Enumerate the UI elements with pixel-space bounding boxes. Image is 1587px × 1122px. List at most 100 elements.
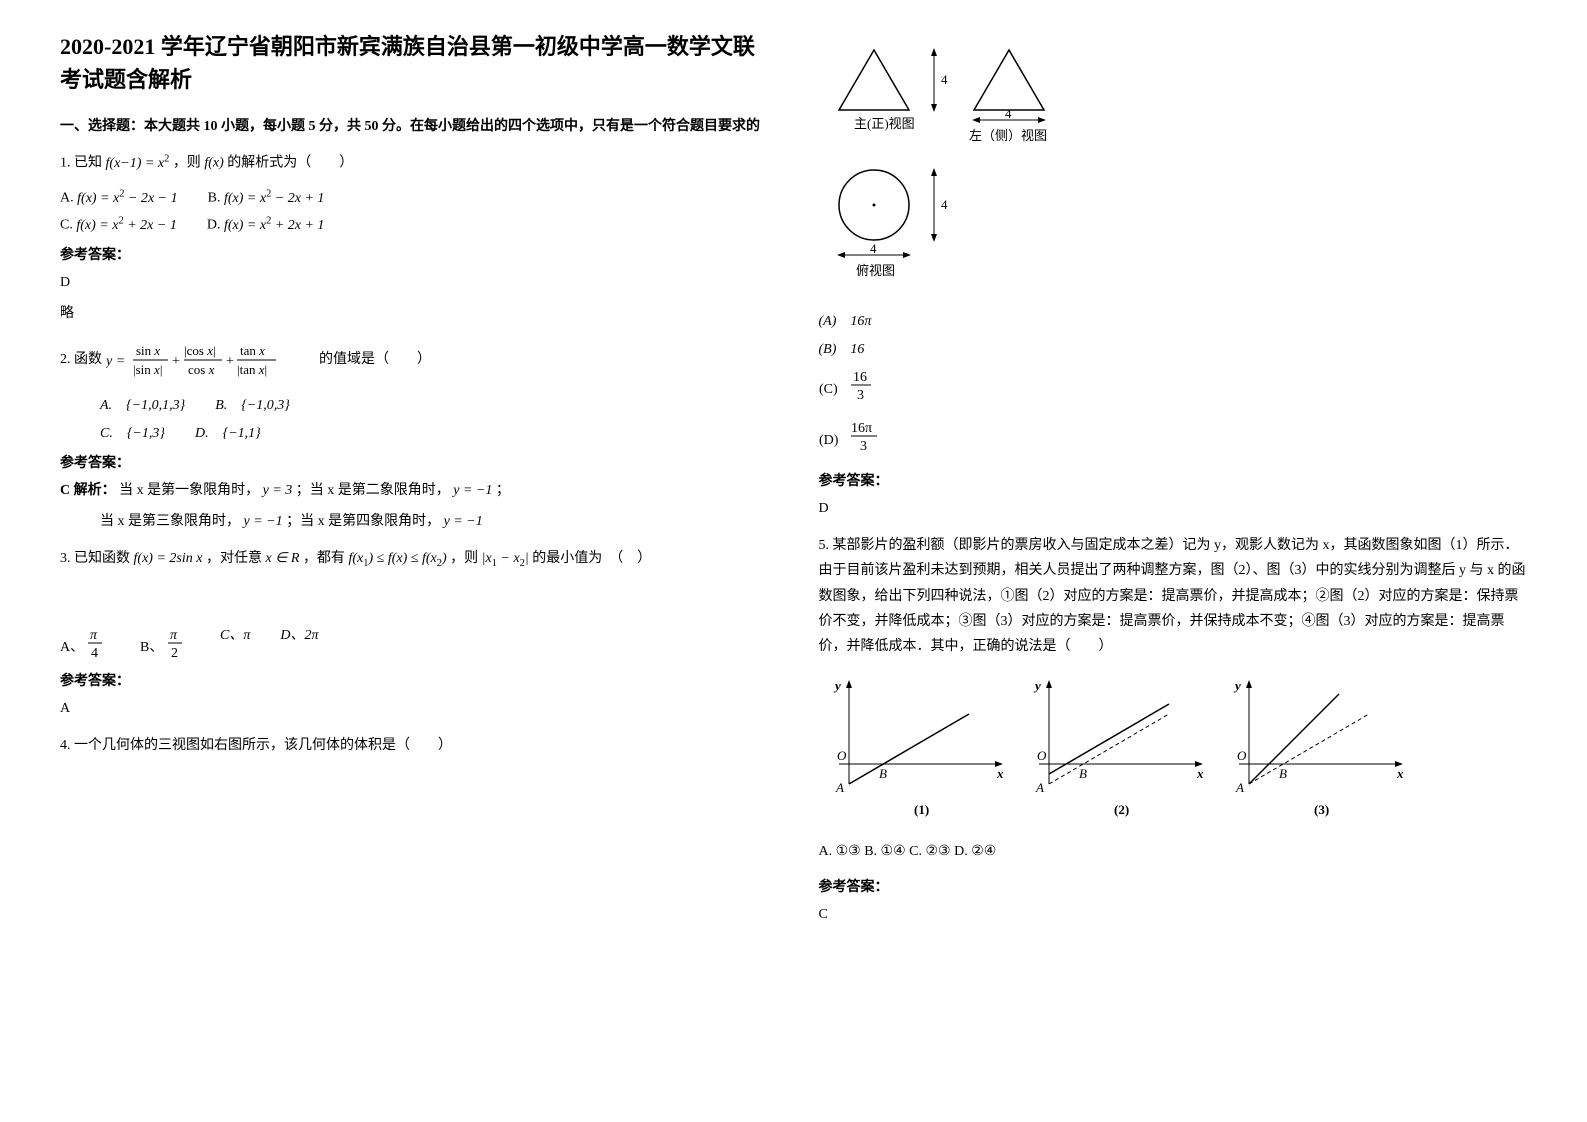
q2-optC: C. {−1,3}	[100, 422, 165, 442]
q2-answer-label: 参考答案：	[60, 452, 769, 472]
q4-dim-ch: 4	[941, 197, 948, 212]
q4-options: (A) 16π (B) 16 (C) 16 3 (D) 16π 3	[819, 310, 1528, 460]
svg-text:y: y	[1233, 678, 1241, 693]
q1-optB-label: B.	[208, 191, 224, 206]
q3-m2: x ∈ R	[265, 551, 299, 566]
svg-text:|cos x|: |cos x|	[184, 343, 216, 358]
q2-al1d: y = −1	[453, 483, 492, 498]
q4-optC: (C) 16 3	[819, 366, 1528, 409]
q3-m4: |x1 − x2|	[482, 551, 529, 566]
svg-text:+: +	[226, 354, 234, 369]
svg-text:π: π	[170, 628, 178, 643]
q5-graphs: y x O A B (1) y x O	[819, 674, 1528, 824]
svg-text:(2): (2)	[1114, 802, 1129, 817]
q5-stem: 5. 某部影片的盈利额（即影片的票房收入与固定成本之差）记为 y，观影人数记为 …	[819, 533, 1528, 659]
q1-options-row2: C. f(x) = x2 + 2x − 1 D. f(x) = x2 + 2x …	[60, 215, 769, 234]
svg-text:|sin x|: |sin x|	[133, 362, 162, 377]
q5-optD: D. ②④	[954, 844, 996, 859]
q5-answer: C	[819, 902, 1528, 927]
svg-text:A、: A、	[60, 640, 84, 655]
q4-dim-w: 4	[1005, 106, 1012, 121]
svg-text:A: A	[1235, 780, 1244, 795]
front-view-label: 主(正)视图	[854, 116, 915, 131]
q3-options: A、 π 4 B、 π 2 C、π D、2π	[60, 624, 769, 660]
q5-optB: B. ①④	[864, 844, 905, 859]
q1-optA-label: A.	[60, 191, 77, 206]
q3-optB-svg: B、 π 2	[140, 624, 190, 660]
q3-suffix: 的最小值为 （ ）	[532, 551, 651, 566]
q1-suffix: 的解析式为（ ）	[227, 156, 353, 171]
svg-text:16π: 16π	[851, 421, 872, 436]
svg-text:3: 3	[857, 388, 864, 403]
q2-stem: 2. 函数 y = sin x |sin x| + |cos x| cos x …	[60, 338, 769, 382]
q3-mid1: ，对任意	[206, 551, 266, 566]
svg-text:2: 2	[171, 646, 178, 660]
q1-optA-math: f(x) = x2 − 2x − 1	[77, 191, 177, 206]
svg-text:(1): (1)	[914, 802, 929, 817]
q2-al1e: ；	[496, 483, 510, 498]
svg-text:|tan x|: |tan x|	[237, 362, 267, 377]
q2-func: y = sin x |sin x| + |cos x| cos x + tan …	[106, 352, 320, 367]
q1-prefix: 1. 已知	[60, 156, 102, 171]
svg-text:+: +	[172, 354, 180, 369]
q2-optA: A. {−1,0,1,3}	[100, 394, 185, 414]
q2-optD: D. {−1,1}	[195, 422, 261, 442]
q3-answer-label: 参考答案：	[60, 670, 769, 690]
q1-optD: D. f(x) = x2 + 2x + 1	[207, 215, 325, 234]
q2-func-svg: y = sin x |sin x| + |cos x| cos x + tan …	[106, 338, 316, 382]
q3-stem: 3. 已知函数 f(x) = 2sin x ，对任意 x ∈ R ，都有 f(x…	[60, 546, 769, 574]
q4-optA: (A) 16π	[819, 310, 1528, 330]
q3-answer: A	[60, 696, 769, 721]
q3-m3: f(x1) ≤ f(x) ≤ f(x2)	[348, 551, 446, 566]
left-column: 2020-2021 学年辽宁省朝阳市新宾满族自治县第一初级中学高一数学文联考试题…	[60, 30, 769, 934]
q4-optD: (D) 16π 3	[819, 417, 1528, 460]
q4-stem: 4. 一个几何体的三视图如右图所示，该几何体的体积是（ ）	[60, 733, 769, 758]
q3-optD: D、2π	[280, 624, 318, 660]
q5-optA: A. ①③	[819, 844, 861, 859]
side-view-label: 左（侧）视图	[969, 128, 1047, 143]
svg-text:y =: y =	[106, 354, 125, 369]
q4-three-views: 主(正)视图 4 4 左（侧）视图	[819, 40, 1099, 300]
q5-graphs-svg: y x O A B (1) y x O	[819, 674, 1419, 824]
svg-text:4: 4	[91, 646, 98, 660]
q2-answer: C 解析： 当 x 是第一象限角时， y = 3 ；当 x 是第二象限角时， y…	[60, 478, 769, 503]
three-view-svg: 主(正)视图 4 4 左（侧）视图	[819, 40, 1099, 300]
q3-mid3: ，则	[450, 551, 482, 566]
svg-text:(3): (3)	[1314, 802, 1329, 817]
q2-suffix: 的值域是（ ）	[319, 352, 431, 367]
svg-text:16: 16	[853, 370, 867, 385]
svg-text:x: x	[1396, 766, 1404, 781]
q1-optB-math: f(x) = x2 − 2x + 1	[224, 191, 324, 206]
svg-text:O: O	[837, 748, 847, 763]
top-view-label: 俯视图	[856, 263, 895, 278]
q5-options: A. ①③ B. ①④ C. ②③ D. ②④	[819, 839, 1528, 864]
svg-text:cos x: cos x	[188, 362, 215, 377]
q1-optC: C. f(x) = x2 + 2x − 1	[60, 215, 177, 234]
q1-optD-label: D.	[207, 218, 224, 233]
q1-optA: A. f(x) = x2 − 2x − 1	[60, 188, 178, 207]
q2-al1b: y = 3	[263, 483, 293, 498]
q1-math2: f(x)	[204, 156, 223, 171]
q1-optB: B. f(x) = x2 − 2x + 1	[208, 188, 325, 207]
q2-al1c: ；当 x 是第二象限角时，	[296, 483, 450, 498]
q5-optC: C. ②③	[909, 844, 950, 859]
q3-optC: C、π	[220, 624, 250, 660]
svg-text:3: 3	[860, 439, 867, 454]
q2-al2d: y = −1	[444, 514, 483, 529]
q4-answer-label: 参考答案：	[819, 470, 1528, 490]
q3-optB: B、 π 2	[140, 624, 190, 660]
document-title: 2020-2021 学年辽宁省朝阳市新宾满族自治县第一初级中学高一数学文联考试题…	[60, 30, 769, 96]
q4-optC-svg: (C) 16 3	[819, 366, 889, 404]
svg-text:tan x: tan x	[240, 343, 265, 358]
q3-m1: f(x) = 2sin x	[134, 551, 203, 566]
svg-text:π: π	[90, 628, 98, 643]
q2-ans-prefix: C 解析：	[60, 483, 116, 498]
svg-text:B: B	[1279, 766, 1287, 781]
q1-answer-note: 略	[60, 301, 769, 326]
q2-al2c: ；当 x 是第四象限角时，	[286, 514, 440, 529]
svg-text:B、: B、	[140, 640, 163, 655]
section1-header: 一、选择题：本大题共 10 小题，每小题 5 分，共 50 分。在每小题给出的四…	[60, 116, 769, 138]
svg-text:x: x	[996, 766, 1004, 781]
svg-text:sin x: sin x	[136, 343, 160, 358]
svg-text:(C): (C)	[819, 382, 838, 397]
